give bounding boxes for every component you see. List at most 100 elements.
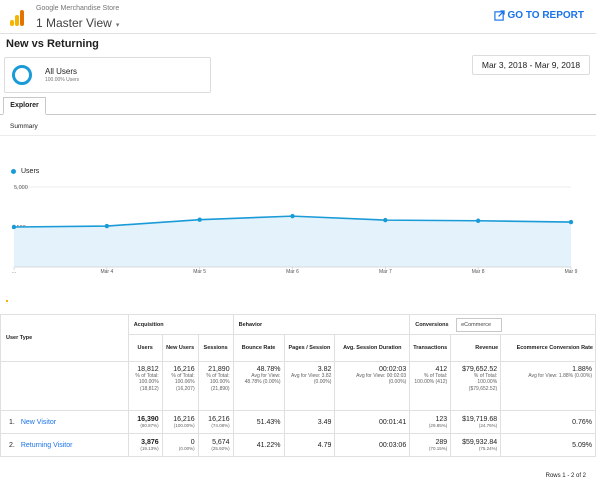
cell-value: 00:03:06 [378,441,407,449]
x-tick-label: Mar 6 [286,269,299,275]
cell-percentage: (70.15%) [428,446,448,451]
date-range-picker[interactable]: Mar 3, 2018 - Mar 9, 2018 [472,55,590,75]
behavior-header: Behavior [232,314,411,335]
column-header-ecommerce-conversion-rate[interactable]: Ecommerce Conversion Rate [500,334,596,362]
total-cell-users: 18,812% of Total: 100.00% (18,812) [127,361,163,411]
column-header-pages-per-session[interactable]: Pages / Session [283,334,336,362]
column-header-new-users[interactable]: New Users [161,334,199,362]
cell-percentage: (0.00%) [178,446,195,451]
total-value: 48.78% [256,366,281,373]
cell-value: 16,216 [208,416,230,423]
conversion-type-select[interactable]: eCommerce [456,317,503,332]
cell-percentage: (74.08%) [211,423,230,428]
conversions-label: Conversions [415,321,449,328]
cell-value: 16,216 [173,416,195,423]
cell-bounce-rate: 41.22% [232,433,285,457]
column-header-transactions[interactable]: Transactions [409,334,452,362]
data-point [568,219,574,225]
row-index: 1. [9,418,15,426]
analytics-logo-icon [10,10,24,26]
subtab-summary[interactable]: Summary [10,123,38,130]
conversions-header: Conversions eCommerce [409,314,596,335]
cell-percentage: (75.24%) [478,446,498,451]
cell-users: 3,876 (19.13%) [127,433,163,457]
total-cell-revenue: $79,652.52% of Total: 100.00% ($79,652.5… [450,361,502,411]
cell-sessions: 16,216 (74.08%) [197,410,234,434]
x-tick-label: Mar 9 [565,269,578,275]
cell-sessions: 5,674 (25.92%) [197,433,234,457]
total-value: 412 [435,366,448,373]
data-table: User Type Acquisition Behavior Conversio… [0,314,596,457]
total-value: 16,216 [173,366,195,373]
total-cell-pages-per-session: 3.82 Avg for View: 3.82 (0.00%) [283,361,336,411]
total-subtext: Avg for View: 00:02:03 (0.00%) [356,373,407,386]
cell-value: 00:01:41 [378,418,407,426]
data-point [104,223,110,229]
data-point [290,213,295,219]
cell-value: 0 [190,439,195,446]
user-type-header[interactable]: User Type [0,314,129,362]
total-cell-avg-session-duration: 00:02:03 Avg for View: 00:02:03 (0.00%) [334,361,411,411]
column-header-users[interactable]: Users [127,334,163,362]
cell-value: $59,932.84 [462,439,498,446]
rows-info: Rows 1 - 2 of 2 [545,473,586,479]
total-value: 1.88% [572,366,592,373]
totals-label-cell [0,361,129,411]
total-subtext: % of Total: 100.00% (18,812) [135,373,159,392]
cell-value: 16,390 [137,416,159,423]
column-header-revenue[interactable]: Revenue [450,334,502,362]
total-cell-sessions: 21,890% of Total: 100.00% (21,890) [197,361,234,411]
x-tick-label: ... [12,269,16,275]
column-header-sessions[interactable]: Sessions [197,334,234,362]
go-to-report-button[interactable]: GO TO REPORT [493,10,584,21]
tab-divider [0,114,596,115]
total-value: 18,812 [137,366,159,373]
total-subtext: Avg for View: 48.78% (0.00%) [244,373,281,386]
segment-card[interactable]: All Users 100.00% Users [4,57,211,93]
total-subtext: % of Total: 100.06% (16,207) [171,373,195,392]
cell-transactions: 123 (29.85%) [409,410,452,434]
cell-revenue: $59,932.84 (75.24%) [450,433,502,457]
user-type-link[interactable]: New Visitor [20,418,57,426]
area-fill [14,216,571,267]
y-tick-label: 5,000 [14,185,28,191]
x-tick-label: Mar 4 [100,269,113,275]
subtab-divider [0,135,596,136]
cell-avg-session-duration: 00:01:41 [334,410,411,434]
total-subtext: % of Total: 100.00% (21,890) [206,373,230,392]
view-selector[interactable]: 1 Master View ▾ [36,16,119,30]
cell-pages-per-session: 4.79 [283,433,336,457]
cell-ecommerce-conversion-rate: 0.76% [500,410,596,434]
total-subtext: % of Total: 100.00% (412) [414,373,448,386]
account-name: Google Merchandise Store [36,5,120,12]
cell-value: 289 [435,439,448,446]
column-header-avg-session-duration[interactable]: Avg. Session Duration [334,334,411,362]
cell-users: 16,390 (80.87%) [127,410,163,434]
cell-ecommerce-conversion-rate: 5.09% [500,433,596,457]
cell-transactions: 289 (70.15%) [409,433,452,457]
segment-name: All Users [45,67,78,76]
total-cell-ecommerce-conversion-rate: 1.88% Avg for View: 1.88% (0.00%) [500,361,596,411]
total-cell-transactions: 412% of Total: 100.00% (412) [409,361,452,411]
data-point [475,218,481,223]
cell-percentage: (19.13%) [140,446,159,451]
report-title: New vs Returning [6,38,99,50]
chevron-down-icon: ▾ [115,22,120,29]
view-name: 1 Master View [36,16,112,30]
chart-legend: Users [11,168,39,175]
cell-avg-session-duration: 00:03:06 [334,433,411,457]
total-cell-bounce-rate: 48.78% Avg for View: 48.78% (0.00%) [232,361,285,411]
cell-value: 0.76% [572,418,592,426]
total-value: 3.82 [317,366,332,373]
tab-explorer[interactable]: Explorer [3,97,46,115]
column-header-bounce-rate[interactable]: Bounce Rate [232,334,285,362]
row-index: 2. [9,441,15,449]
x-tick-label: Mar 5 [193,269,206,275]
total-value: 00:02:03 [378,366,407,373]
cell-percentage: (80.87%) [140,423,159,428]
cell-percentage: (100.00%) [173,423,195,428]
cell-pages-per-session: 3.49 [283,410,336,434]
user-type-link[interactable]: Returning Visitor [20,441,73,449]
data-point [197,217,202,222]
cell-value: 3,876 [141,439,159,446]
